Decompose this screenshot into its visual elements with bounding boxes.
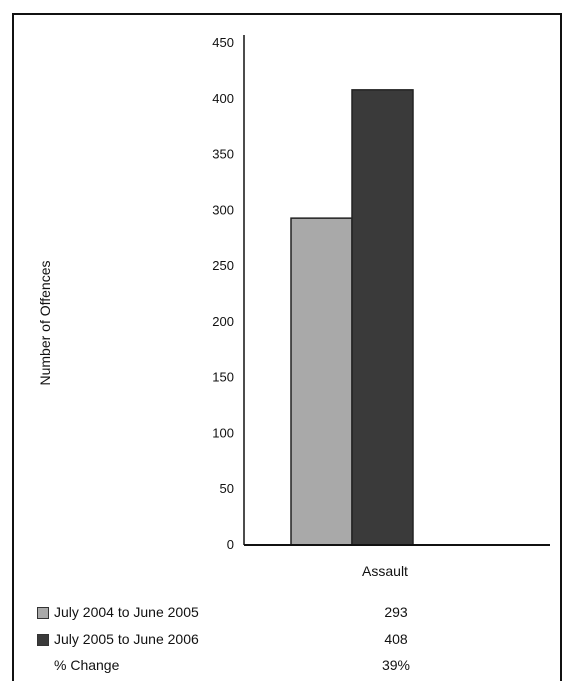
legend-label-series-2: July 2005 to June 2006 <box>54 631 199 647</box>
bar-series-1 <box>290 217 353 546</box>
y-tick-label: 350 <box>212 147 234 162</box>
y-tick-label: 200 <box>212 314 234 329</box>
table-value-series-1: 293 <box>384 604 408 620</box>
x-category-label: Assault <box>362 563 408 579</box>
bars <box>290 89 414 546</box>
bar-series-2 <box>351 89 414 546</box>
y-axis-ticks: 0 50 100 150 200 250 300 350 400 450 <box>212 35 234 552</box>
y-tick-label: 450 <box>212 35 234 50</box>
y-tick-label: 100 <box>212 425 234 440</box>
y-tick-label: 250 <box>212 258 234 273</box>
y-tick-label: 150 <box>212 370 234 385</box>
table-row: % Change 39% <box>0 657 573 677</box>
legend-swatch-series-1 <box>37 607 49 619</box>
table-value-series-2: 408 <box>384 631 408 647</box>
chart-frame <box>12 13 562 681</box>
y-tick-label: 0 <box>227 537 234 552</box>
percent-change-value: 39% <box>381 657 411 673</box>
table-row: July 2004 to June 2005 293 <box>0 604 573 624</box>
y-tick-label: 300 <box>212 202 234 217</box>
y-tick-label: 50 <box>220 481 234 496</box>
legend-swatch-series-2 <box>37 634 49 646</box>
legend-label-series-1: July 2004 to June 2005 <box>54 604 199 620</box>
percent-change-label: % Change <box>54 657 120 673</box>
y-axis-label: Number of Offences <box>37 260 53 385</box>
y-tick-label: 400 <box>212 91 234 106</box>
table-row: July 2005 to June 2006 408 <box>0 631 573 651</box>
